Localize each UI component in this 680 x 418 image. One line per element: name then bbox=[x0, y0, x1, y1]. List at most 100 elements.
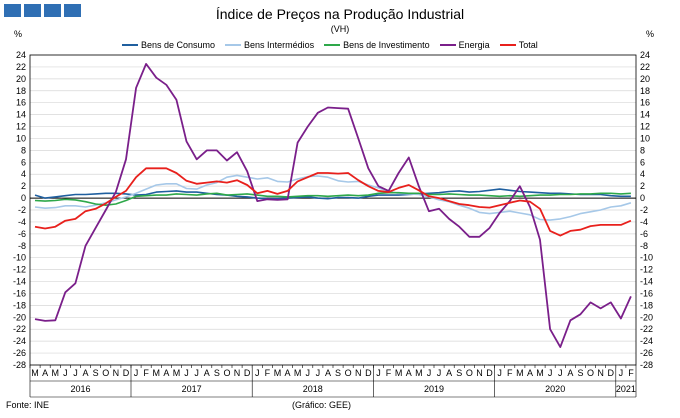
logo-block bbox=[44, 4, 61, 17]
y-tick-label-left: -10 bbox=[13, 253, 26, 263]
x-tick-label: J bbox=[376, 368, 381, 378]
x-tick-label: J bbox=[427, 368, 432, 378]
y-tick-label-left: -16 bbox=[13, 288, 26, 298]
y-tick-label-right: -12 bbox=[640, 265, 653, 275]
x-tick-label: J bbox=[73, 368, 78, 378]
year-label: 2018 bbox=[303, 384, 323, 394]
year-label: 2017 bbox=[182, 384, 202, 394]
y-tick-label-left: 2 bbox=[21, 181, 26, 191]
y-tick-label-right: 14 bbox=[640, 110, 650, 120]
y-tick-label-left: -18 bbox=[13, 300, 26, 310]
x-tick-label: N bbox=[234, 368, 241, 378]
x-tick-label: J bbox=[619, 368, 624, 378]
x-tick-label: F bbox=[628, 368, 634, 378]
x-tick-label: S bbox=[577, 368, 583, 378]
x-tick-label: J bbox=[437, 368, 442, 378]
y-tick-label-right: 18 bbox=[640, 86, 650, 96]
y-tick-label-left: -12 bbox=[13, 265, 26, 275]
y-tick-label-right: -14 bbox=[640, 277, 653, 287]
x-tick-label: M bbox=[415, 368, 423, 378]
y-tick-label-left: -2 bbox=[18, 205, 26, 215]
y-tick-label-right: 22 bbox=[640, 62, 650, 72]
x-tick-label: J bbox=[134, 368, 139, 378]
x-tick-label: N bbox=[476, 368, 483, 378]
x-tick-label: A bbox=[285, 368, 291, 378]
x-tick-label: D bbox=[365, 368, 372, 378]
x-tick-label: D bbox=[244, 368, 251, 378]
y-tick-label-right: -10 bbox=[640, 253, 653, 263]
legend-swatch bbox=[122, 44, 138, 46]
y-tick-label-left: -22 bbox=[13, 324, 26, 334]
logo-block bbox=[4, 4, 21, 17]
x-tick-label: M bbox=[516, 368, 524, 378]
y-tick-label-left: 14 bbox=[16, 110, 26, 120]
y-tick-label-right: -22 bbox=[640, 324, 653, 334]
x-tick-label: S bbox=[456, 368, 462, 378]
x-tick-label: M bbox=[274, 368, 282, 378]
y-tick-label-right: -4 bbox=[640, 217, 648, 227]
y-unit-left: % bbox=[14, 29, 23, 39]
x-tick-label: F bbox=[143, 368, 149, 378]
source-note: Fonte: INE bbox=[6, 400, 50, 410]
series-line-bens-de-investimento bbox=[34, 191, 631, 206]
x-tick-label: J bbox=[497, 368, 502, 378]
x-tick-label: A bbox=[446, 368, 452, 378]
y-tick-label-right: 12 bbox=[640, 122, 650, 132]
x-tick-label: J bbox=[194, 368, 199, 378]
x-tick-label: J bbox=[63, 368, 68, 378]
y-tick-label-left: -26 bbox=[13, 348, 26, 358]
x-tick-label: M bbox=[294, 368, 302, 378]
y-tick-label-left: -20 bbox=[13, 312, 26, 322]
chart-credit: (Gráfico: GEE) bbox=[292, 400, 352, 410]
y-tick-label-right: -26 bbox=[640, 348, 653, 358]
x-tick-label: O bbox=[102, 368, 109, 378]
y-tick-label-left: -28 bbox=[13, 360, 26, 370]
y-tick-label-right: -24 bbox=[640, 336, 653, 346]
y-tick-label-right: -18 bbox=[640, 300, 653, 310]
y-tick-label-left: 18 bbox=[16, 86, 26, 96]
y-tick-label-right: -2 bbox=[640, 205, 648, 215]
x-tick-label: D bbox=[123, 368, 130, 378]
x-tick-label: A bbox=[42, 368, 48, 378]
y-tick-label-right: 20 bbox=[640, 74, 650, 84]
year-label: 2020 bbox=[545, 384, 565, 394]
y-tick-label-right: -20 bbox=[640, 312, 653, 322]
legend-swatch bbox=[439, 44, 456, 46]
chart-subtitle: (VH) bbox=[330, 24, 350, 34]
legend-label: Bens Intermédios bbox=[244, 40, 315, 50]
y-tick-label-left: -4 bbox=[18, 217, 26, 227]
y-tick-label-left: 16 bbox=[16, 98, 26, 108]
x-tick-label: A bbox=[325, 368, 331, 378]
y-unit-right: % bbox=[646, 29, 655, 39]
legend-label: Total bbox=[518, 40, 538, 50]
y-tick-label-left: 22 bbox=[16, 62, 26, 72]
series-line-bens-de-consumo bbox=[34, 188, 631, 200]
y-tick-label-right: 2 bbox=[640, 181, 645, 191]
legend-label: Bens de Investimento bbox=[343, 40, 430, 50]
y-tick-label-left: 12 bbox=[16, 122, 26, 132]
legend-swatch bbox=[324, 44, 341, 46]
y-tick-label-left: 8 bbox=[21, 145, 26, 155]
x-tick-label: F bbox=[507, 368, 513, 378]
year-label: 2016 bbox=[70, 384, 90, 394]
y-tick-label-right: 16 bbox=[640, 98, 650, 108]
year-label: 2019 bbox=[424, 384, 444, 394]
y-tick-label-left: -14 bbox=[13, 277, 26, 287]
legend-swatch bbox=[499, 44, 516, 46]
x-tick-label: J bbox=[184, 368, 189, 378]
chart-legend: Bens de Consumo Bens Intermédios Bens de I… bbox=[122, 40, 538, 50]
x-tick-label: O bbox=[587, 368, 594, 378]
x-tick-label: A bbox=[204, 368, 210, 378]
y-tick-label-left: 6 bbox=[21, 157, 26, 167]
legend-item: Bens de Consumo bbox=[122, 40, 215, 50]
y-tick-label-right: 10 bbox=[640, 133, 650, 143]
y-tick-label-right: 4 bbox=[640, 169, 645, 179]
x-tick-label: N bbox=[355, 368, 362, 378]
series-line-energia bbox=[34, 63, 632, 349]
x-tick-label: M bbox=[31, 368, 39, 378]
legend-item: Total bbox=[499, 40, 538, 50]
x-tick-label: A bbox=[406, 368, 412, 378]
x-tick-label: N bbox=[113, 368, 120, 378]
x-tick-label: M bbox=[173, 368, 181, 378]
